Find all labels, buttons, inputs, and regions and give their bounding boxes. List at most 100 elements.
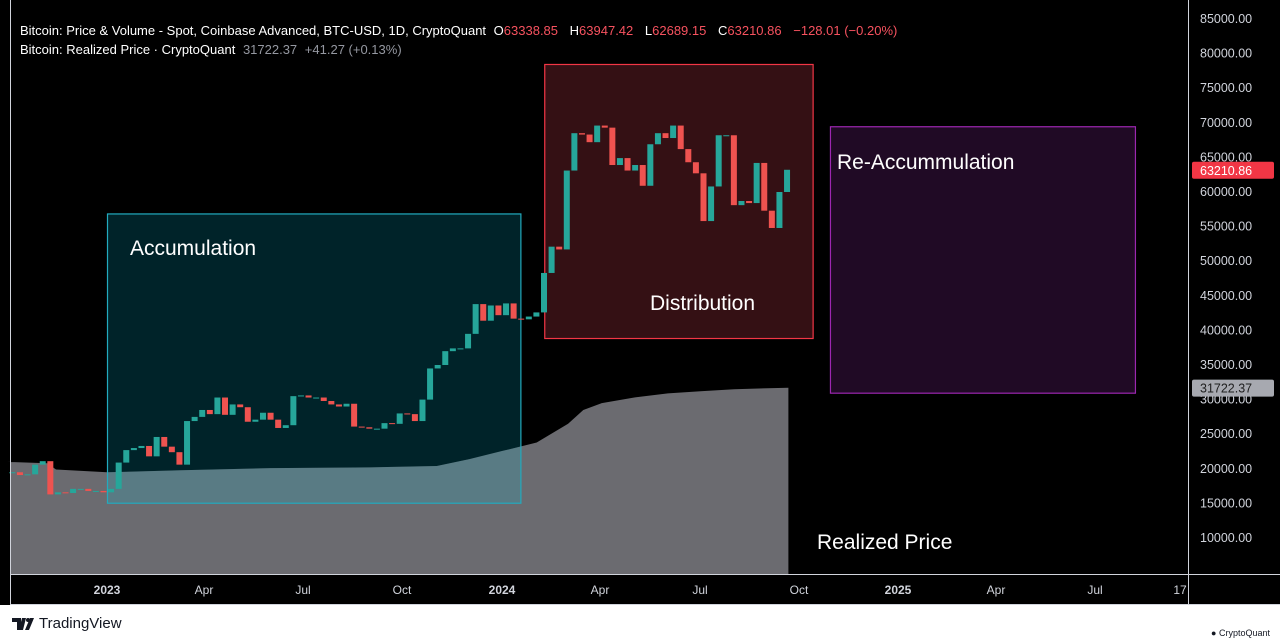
candle: [199, 409, 206, 417]
candle: [601, 125, 608, 128]
legend-realized-value: 31722.37: [242, 42, 298, 57]
candle: [146, 445, 153, 457]
candle: [335, 404, 342, 407]
candle: [244, 407, 251, 422]
candle: [396, 413, 403, 424]
annotation-box-distribution[interactable]: [544, 63, 813, 339]
candle: [411, 414, 418, 422]
candle: [305, 395, 312, 398]
candle: [700, 173, 707, 222]
last-price-tag: 63210.86: [1200, 164, 1252, 178]
y-tick-label: 15000.00: [1200, 496, 1252, 510]
y-tick-label: 70000.00: [1200, 116, 1252, 130]
realized-price-area: [7, 387, 789, 574]
candle: [472, 304, 479, 334]
candle: [252, 419, 259, 422]
candle: [624, 158, 631, 171]
candle: [237, 404, 244, 408]
candle: [632, 165, 639, 171]
tradingview-logo[interactable]: TradingView: [12, 615, 122, 632]
x-axis[interactable]: 2023 Apr Jul Oct 2024 Apr Jul Oct 2025 Apr Jul 17: [94, 583, 1187, 597]
candle: [313, 397, 320, 399]
annotation-label: Realized Price: [817, 531, 952, 554]
candle: [525, 316, 532, 320]
x-tick-label: Apr: [591, 583, 610, 597]
candle: [153, 436, 160, 457]
legend-open-label: O: [493, 23, 504, 38]
annotation-box-reaccumulation[interactable]: [829, 126, 1135, 393]
cryptoquant-brand: CryptoQuant: [1218, 628, 1270, 638]
candle: [715, 135, 722, 187]
candle: [358, 426, 365, 428]
candle: [723, 135, 730, 137]
candle: [32, 464, 39, 475]
candle: [654, 133, 661, 145]
candle: [108, 488, 115, 493]
y-axis[interactable]: 85000.00 80000.00 75000.00 70000.00 65000.00…: [1200, 12, 1252, 545]
y-tick-label: 75000.00: [1200, 81, 1252, 95]
candle: [54, 492, 61, 495]
candle: [647, 144, 654, 186]
candle: [708, 186, 715, 222]
tradingview-icon: [12, 617, 34, 630]
candle: [776, 192, 783, 228]
candle: [662, 133, 669, 139]
candle: [85, 488, 92, 491]
candle: [427, 368, 434, 400]
candle: [442, 351, 449, 365]
legend-realized-price[interactable]: Bitcoin: Realized Price · CryptoQuant 31…: [20, 42, 406, 57]
y-tick-label: 55000.00: [1200, 220, 1252, 234]
candle: [753, 162, 760, 204]
candle: [191, 416, 198, 422]
candle: [24, 474, 31, 476]
candle: [130, 448, 137, 451]
candle: [594, 125, 601, 143]
x-tick-label: Apr: [987, 583, 1006, 597]
annotation-box-accumulation[interactable]: [107, 213, 521, 503]
candle: [449, 348, 456, 352]
candle: [282, 425, 289, 428]
cryptoquant-watermark: ● CryptoQuant: [1211, 628, 1270, 638]
legend-low: 62689.15: [652, 23, 707, 38]
candle: [480, 304, 487, 321]
candle: [768, 210, 775, 228]
realized-price-area-highlight: [107, 446, 521, 503]
legend-high: 63947.42: [579, 23, 634, 38]
candle: [229, 404, 236, 415]
x-tick-label: Oct: [790, 583, 809, 597]
candle: [556, 246, 563, 250]
candle: [343, 403, 350, 407]
y-tick-label: 60000.00: [1200, 185, 1252, 199]
candle: [518, 318, 525, 320]
legend-low-label: L: [644, 23, 653, 38]
legend-price-series[interactable]: Bitcoin: Price & Volume - Spot, Coinbase…: [20, 23, 901, 38]
candle: [373, 428, 380, 430]
y-tick-label: 80000.00: [1200, 47, 1252, 61]
candle: [670, 125, 677, 139]
candle: [214, 397, 221, 415]
realized-price-tag: 31722.37: [1200, 382, 1252, 396]
candle: [677, 125, 684, 150]
y-tick-label: 10000.00: [1200, 531, 1252, 545]
y-tick-label: 65000.00: [1200, 150, 1252, 164]
candle: [616, 158, 623, 166]
candle: [39, 461, 46, 465]
candle: [161, 436, 168, 447]
x-tick-label: 2023: [94, 583, 121, 597]
candle: [100, 490, 107, 493]
candle: [465, 333, 472, 349]
legend-open: 63338.85: [503, 23, 559, 38]
candle: [206, 409, 213, 415]
candle: [138, 445, 145, 449]
candle: [784, 169, 791, 192]
x-tick-label: Jul: [1087, 583, 1102, 597]
y-tick-label: 50000.00: [1200, 254, 1252, 268]
candle: [685, 149, 692, 163]
y-tick-label: 45000.00: [1200, 289, 1252, 303]
candle: [571, 133, 578, 171]
legend-realized-title: Bitcoin: Realized Price · CryptoQuant: [20, 42, 236, 57]
candle: [738, 200, 745, 206]
y-tick-label: 35000.00: [1200, 358, 1252, 372]
annotation-border-accumulation: [106, 213, 522, 504]
